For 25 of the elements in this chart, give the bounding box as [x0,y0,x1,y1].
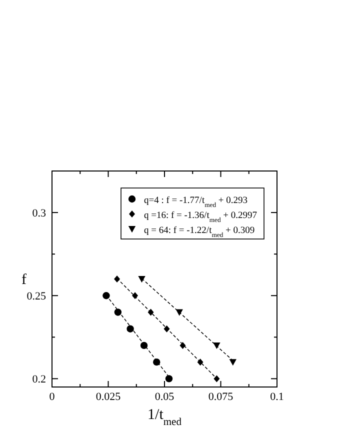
point [132,292,138,300]
point [114,276,120,282]
y-tick-label: 0.2 [32,374,46,386]
x-tick-label: 0 [49,391,56,403]
legend-label: q = 64: f = -1.22/t$_{med}$ + 0.309 [144,226,255,238]
legend-label: q =16: f = -1.36/t$_{med}$ + 0.2997 [144,211,258,224]
x-axis-title: 1/t$_{med}$ [148,407,182,428]
point [165,375,173,382]
point [114,308,122,316]
legend-label: q=4 : f = -1.77/t$_{med}$ + 0.293 [144,196,248,208]
y-axis-title: f [22,272,26,288]
x-tick-label: 0.025 [96,391,122,403]
y-tick-label: 0.25 [26,290,46,303]
point [138,276,146,283]
y-tick-label: 0.3 [32,208,46,220]
point [180,342,186,349]
point [197,358,204,366]
point [126,325,134,332]
point [214,375,220,382]
x-tick-label: 0.1 [270,391,284,403]
x-tick-label: 0.05 [154,391,175,403]
x-tick-label: 0.075 [208,391,234,403]
point [140,342,148,350]
point [229,359,236,366]
point [102,292,110,300]
